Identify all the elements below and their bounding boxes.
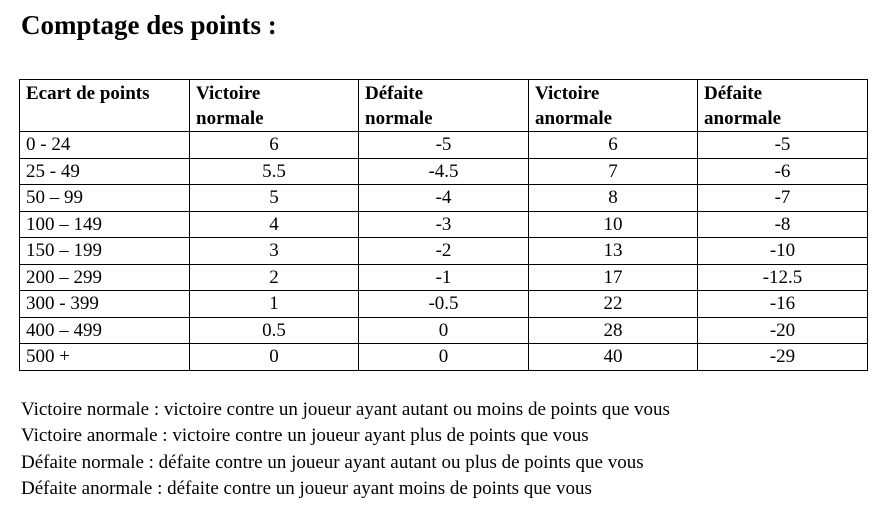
cell-victoire-normale: 2 [189, 263, 359, 291]
header-defaite-anormale: Défaite anormale [697, 79, 868, 132]
cell-defaite-anormale: -7 [697, 184, 868, 212]
cell-defaite-normale: -3 [358, 210, 529, 238]
cell-ecart: 50 – 99 [19, 184, 190, 212]
cell-victoire-normale: 0.5 [189, 316, 359, 344]
table-row: 150 – 199 3 -2 13 -10 [19, 237, 868, 265]
cell-defaite-normale: 0 [358, 343, 529, 371]
cell-ecart: 500 + [19, 343, 190, 371]
cell-ecart: 100 – 149 [19, 210, 190, 238]
table-row: 0 - 24 6 -5 6 -5 [19, 131, 868, 159]
header-ecart-de-points: Ecart de points [19, 79, 190, 132]
table-header-row: Ecart de points Victoire normale Défaite… [19, 79, 868, 132]
header-victoire-normale: Victoire normale [189, 79, 359, 132]
cell-ecart: 300 - 399 [19, 290, 190, 318]
cell-ecart: 0 - 24 [19, 131, 190, 159]
cell-ecart: 200 – 299 [19, 263, 190, 291]
header-label: Ecart de points [26, 83, 150, 104]
header-defaite-normale: Défaite normale [358, 79, 529, 132]
header-label-line1: Victoire [196, 83, 261, 104]
header-label-line2: normale [196, 108, 264, 129]
table-row: 100 – 149 4 -3 10 -8 [19, 210, 868, 238]
cell-victoire-normale: 4 [189, 210, 359, 238]
header-victoire-anormale: Victoire anormale [528, 79, 698, 132]
cell-defaite-normale: -2 [358, 237, 529, 265]
cell-defaite-anormale: -6 [697, 157, 868, 185]
header-label-line1: Défaite [704, 83, 763, 104]
legend-line-victoire-anormale: Victoire anormale : victoire contre un j… [21, 425, 589, 447]
header-label-line2: normale [365, 108, 433, 129]
cell-ecart: 25 - 49 [19, 157, 190, 185]
cell-victoire-anormale: 22 [528, 290, 698, 318]
legend-line-victoire-normale: Victoire normale : victoire contre un jo… [21, 399, 670, 420]
cell-defaite-normale: -4 [358, 184, 529, 212]
cell-defaite-anormale: -29 [697, 343, 868, 371]
cell-defaite-anormale: -10 [697, 237, 868, 265]
points-table: Ecart de points Victoire normale Défaite… [19, 79, 868, 371]
cell-victoire-anormale: 6 [528, 131, 698, 159]
cell-ecart: 400 – 499 [19, 316, 190, 344]
cell-defaite-normale: 0 [358, 316, 529, 344]
cell-victoire-normale: 1 [189, 290, 359, 318]
cell-victoire-anormale: 28 [528, 316, 698, 344]
cell-ecart: 150 – 199 [19, 237, 190, 265]
cell-defaite-normale: -0.5 [358, 290, 529, 318]
cell-defaite-anormale: -5 [697, 131, 868, 159]
table-row: 25 - 49 5.5 -4.5 7 -6 [19, 157, 868, 185]
header-label-line1: Défaite [365, 83, 424, 104]
cell-defaite-anormale: -16 [697, 290, 868, 318]
cell-victoire-normale: 5 [189, 184, 359, 212]
cell-defaite-anormale: -20 [697, 316, 868, 344]
cell-defaite-anormale: -8 [697, 210, 868, 238]
cell-defaite-anormale: -12.5 [697, 263, 868, 291]
table-row: 400 – 499 0.5 0 28 -20 [19, 316, 868, 344]
legend: Victoire normale : victoire contre un jo… [21, 397, 670, 502]
legend-line-defaite-normale: Défaite normale : défaite contre un joue… [21, 451, 644, 473]
cell-victoire-anormale: 17 [528, 263, 698, 291]
cell-victoire-normale: 6 [189, 131, 359, 159]
header-label-line1: Victoire [535, 83, 600, 104]
legend-line-defaite-anormale: Défaite anormale : défaite contre un jou… [21, 477, 592, 499]
cell-victoire-anormale: 40 [528, 343, 698, 371]
cell-defaite-normale: -4.5 [358, 157, 529, 185]
table-row: 50 – 99 5 -4 8 -7 [19, 184, 868, 212]
cell-victoire-anormale: 13 [528, 237, 698, 265]
cell-victoire-normale: 5.5 [189, 157, 359, 185]
header-label-line2: anormale [704, 108, 782, 129]
table-row: 500 + 0 0 40 -29 [19, 343, 868, 371]
header-label-line2: anormale [535, 108, 613, 129]
page-title: Comptage des points : [21, 10, 277, 40]
cell-victoire-normale: 0 [189, 343, 359, 371]
cell-victoire-anormale: 7 [528, 157, 698, 185]
table-row: 200 – 299 2 -1 17 -12.5 [19, 263, 868, 291]
cell-defaite-normale: -5 [358, 131, 529, 159]
cell-victoire-normale: 3 [189, 237, 359, 265]
cell-victoire-anormale: 10 [528, 210, 698, 238]
cell-defaite-normale: -1 [358, 263, 529, 291]
cell-victoire-anormale: 8 [528, 184, 698, 212]
table-row: 300 - 399 1 -0.5 22 -16 [19, 290, 868, 318]
